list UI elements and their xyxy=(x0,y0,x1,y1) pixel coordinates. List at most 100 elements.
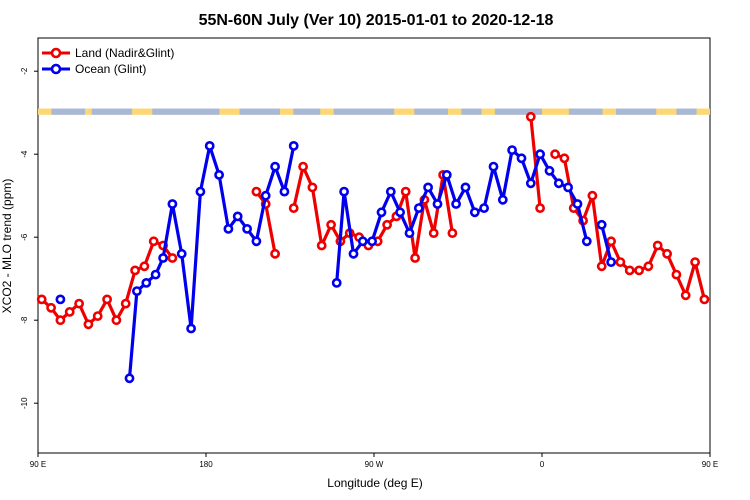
y-tick-label: -4 xyxy=(20,150,29,158)
data-point xyxy=(441,169,452,180)
data-point xyxy=(572,199,583,209)
data-point xyxy=(251,186,262,197)
map-strip-ocean xyxy=(494,108,542,115)
data-point xyxy=(223,223,234,234)
data-point xyxy=(428,228,439,238)
series-ocean xyxy=(55,140,616,384)
data-point xyxy=(316,240,327,251)
data-point xyxy=(298,161,308,172)
series-layer xyxy=(36,111,710,384)
data-point xyxy=(270,161,280,172)
data-point xyxy=(130,265,140,276)
map-strip-ocean xyxy=(51,108,86,115)
legend: Land (Nadir&Glint) Ocean (Glint) xyxy=(42,46,174,76)
data-point xyxy=(339,186,349,197)
data-point xyxy=(382,219,392,230)
legend-swatch-marker xyxy=(50,47,62,59)
legend-swatch-marker xyxy=(50,63,62,75)
data-point xyxy=(64,306,75,317)
data-point xyxy=(158,253,168,263)
map-strip-ocean xyxy=(461,108,482,115)
y-tick-label: -10 xyxy=(20,397,29,409)
data-point xyxy=(214,169,224,180)
data-point xyxy=(46,302,56,313)
map-strip-ocean xyxy=(568,108,603,115)
data-point xyxy=(581,236,592,247)
data-point xyxy=(643,261,654,272)
data-point xyxy=(260,190,271,201)
data-point xyxy=(410,253,420,263)
data-point xyxy=(563,182,573,193)
data-point xyxy=(596,219,607,230)
data-point xyxy=(624,265,635,276)
series-line xyxy=(600,224,613,263)
data-point xyxy=(357,236,368,247)
data-point xyxy=(167,253,178,263)
data-point xyxy=(460,182,471,193)
data-point xyxy=(652,240,663,251)
data-point xyxy=(535,203,545,213)
data-point xyxy=(479,203,489,213)
data-point xyxy=(195,186,206,197)
data-point xyxy=(288,140,299,151)
data-point xyxy=(525,178,536,189)
data-point xyxy=(559,153,570,164)
data-point xyxy=(615,257,626,267)
x-tick-label: 90 E xyxy=(702,460,718,469)
chart-title: 55N-60N July (Ver 10) 2015-01-01 to 2020… xyxy=(199,12,554,29)
map-strip-ocean xyxy=(414,108,448,115)
data-point xyxy=(488,161,499,172)
data-point xyxy=(497,194,508,205)
data-point xyxy=(662,248,672,259)
data-point xyxy=(102,294,112,305)
data-point xyxy=(55,315,66,326)
data-point xyxy=(141,277,152,288)
data-point xyxy=(55,294,66,305)
y-tick-label: -6 xyxy=(20,233,29,241)
data-point xyxy=(680,290,691,301)
data-point xyxy=(279,186,290,197)
series-line xyxy=(335,148,589,284)
x-tick-label: 180 xyxy=(199,460,213,469)
data-point xyxy=(307,182,318,193)
data-point xyxy=(432,199,443,209)
data-point xyxy=(525,111,536,122)
x-axis: 90 E 180 90 W 0 90 E xyxy=(30,453,718,469)
data-point xyxy=(242,223,252,234)
legend-label: Ocean (Glint) xyxy=(75,62,146,76)
map-strip-ocean xyxy=(91,108,133,115)
data-point xyxy=(516,153,527,164)
data-point xyxy=(204,140,215,151)
data-point xyxy=(469,207,480,218)
data-point xyxy=(74,298,84,309)
x-tick-label: 90 E xyxy=(30,460,46,469)
data-point xyxy=(270,248,280,259)
y-axis: -2 -4 -6 -8 -10 xyxy=(20,67,38,409)
data-point xyxy=(544,165,555,176)
map-strip-ocean xyxy=(676,108,697,115)
data-point xyxy=(232,211,243,222)
map-strip-ocean xyxy=(152,108,220,115)
data-point xyxy=(550,149,560,160)
data-point xyxy=(131,286,142,296)
data-point xyxy=(395,207,405,218)
data-point xyxy=(535,149,545,160)
data-point xyxy=(587,190,598,201)
data-point xyxy=(111,315,122,326)
data-point xyxy=(176,248,187,259)
data-point xyxy=(507,145,517,155)
x-tick-label: 90 W xyxy=(365,460,384,469)
data-point xyxy=(385,186,396,197)
data-point xyxy=(606,257,616,267)
data-point xyxy=(404,228,415,238)
data-point xyxy=(447,228,458,238)
data-point xyxy=(83,319,94,330)
map-strip-ocean xyxy=(615,108,657,115)
data-point xyxy=(326,219,336,230)
map-strip xyxy=(38,108,710,115)
data-point xyxy=(553,178,564,189)
data-point xyxy=(606,236,616,247)
data-point xyxy=(167,199,178,209)
data-point xyxy=(331,277,342,288)
